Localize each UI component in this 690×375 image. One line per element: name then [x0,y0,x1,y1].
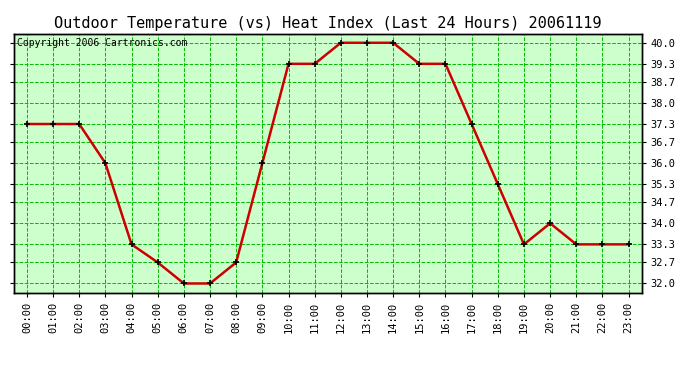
Text: Copyright 2006 Cartronics.com: Copyright 2006 Cartronics.com [17,38,187,48]
Title: Outdoor Temperature (vs) Heat Index (Last 24 Hours) 20061119: Outdoor Temperature (vs) Heat Index (Las… [54,16,602,31]
